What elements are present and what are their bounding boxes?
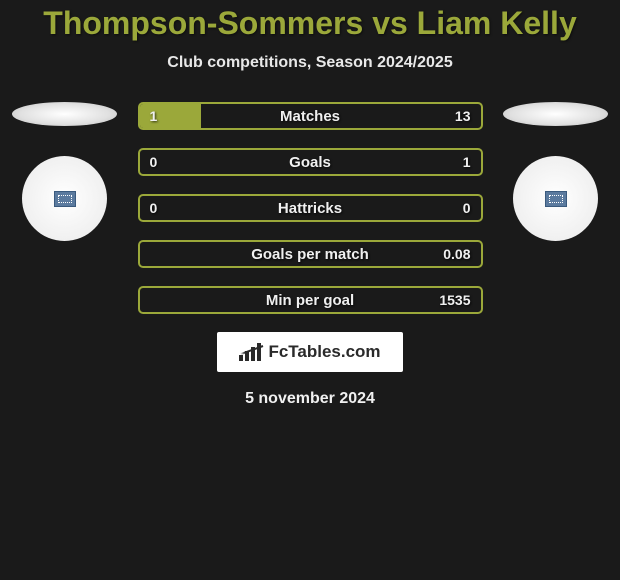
- date-text: 5 november 2024: [0, 390, 620, 408]
- player-left-column: [10, 102, 120, 241]
- stat-left-value: 0: [150, 154, 158, 170]
- player-right-column: [501, 102, 611, 241]
- stat-row: Min per goal 1535: [138, 286, 483, 314]
- club-badge-icon: [54, 191, 76, 207]
- stat-label: Matches: [280, 108, 340, 125]
- player-left-club-badge: [22, 156, 107, 241]
- player-right-photo: [503, 102, 608, 126]
- stat-row: Goals per match 0.08: [138, 240, 483, 268]
- logo-text: FcTables.com: [268, 342, 380, 362]
- stat-right-value: 1: [463, 154, 471, 170]
- stat-right-value: 0: [463, 200, 471, 216]
- stat-right-value: 0.08: [443, 246, 470, 262]
- stat-row: 1 Matches 13: [138, 102, 483, 130]
- page-subtitle: Club competitions, Season 2024/2025: [0, 54, 620, 72]
- stat-label: Goals per match: [251, 246, 369, 263]
- stat-left-value: 1: [150, 108, 158, 124]
- stat-label: Goals: [289, 154, 331, 171]
- stat-bars-container: 1 Matches 13 0 Goals 1 0 Hattricks 0 Goals per ma…: [138, 102, 483, 314]
- player-right-club-badge: [513, 156, 598, 241]
- stat-left-value: 0: [150, 200, 158, 216]
- stat-label: Min per goal: [266, 292, 354, 309]
- club-badge-icon: [545, 191, 567, 207]
- fctables-logo[interactable]: FcTables.com: [217, 332, 402, 372]
- page-title: Thompson-Sommers vs Liam Kelly: [0, 5, 620, 42]
- stat-right-value: 13: [455, 108, 471, 124]
- footer: FcTables.com 5 november 2024: [0, 332, 620, 408]
- stat-row: 0 Hattricks 0: [138, 194, 483, 222]
- comparison-content: 1 Matches 13 0 Goals 1 0 Hattricks 0 Goals per ma…: [0, 102, 620, 314]
- stat-row: 0 Goals 1: [138, 148, 483, 176]
- stat-right-value: 1535: [439, 292, 470, 308]
- chart-icon: [239, 343, 263, 361]
- stat-label: Hattricks: [278, 200, 342, 217]
- player-left-photo: [12, 102, 117, 126]
